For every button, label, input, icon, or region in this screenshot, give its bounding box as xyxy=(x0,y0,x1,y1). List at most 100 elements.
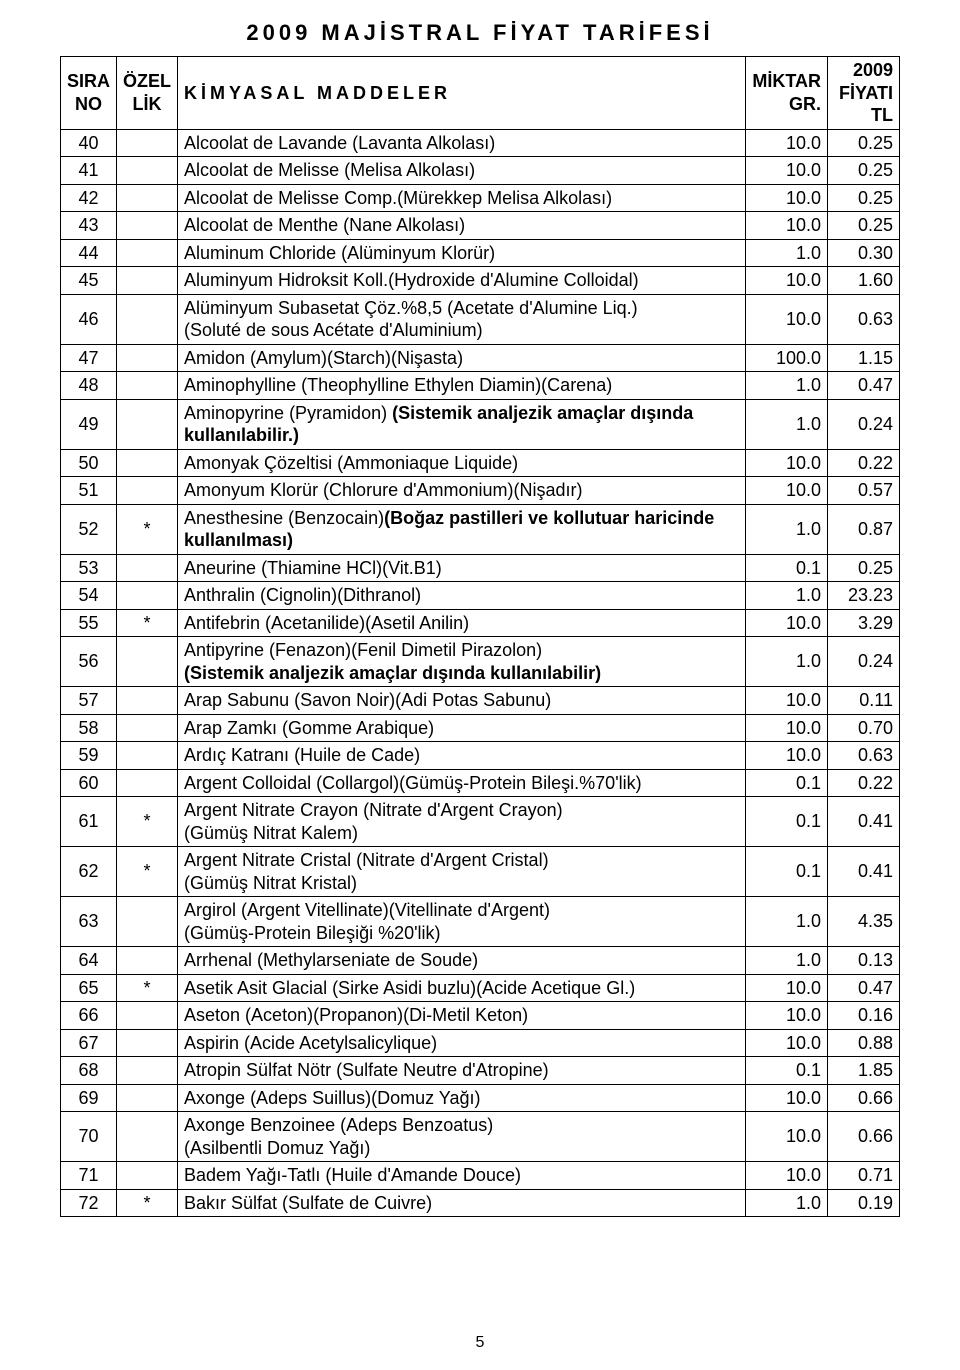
cell-price: 0.25 xyxy=(828,129,900,157)
header-madde: KİMYASAL MADDELER xyxy=(178,57,746,130)
cell-desc: Aspirin (Acide Acetylsalicylique) xyxy=(178,1029,746,1057)
cell-desc: Asetik Asit Glacial (Sirke Asidi buzlu)(… xyxy=(178,974,746,1002)
table-row: 49Aminopyrine (Pyramidon) (Sistemik anal… xyxy=(61,399,900,449)
cell-no: 63 xyxy=(61,897,117,947)
cell-qty: 1.0 xyxy=(746,399,828,449)
cell-no: 53 xyxy=(61,554,117,582)
cell-qty: 0.1 xyxy=(746,797,828,847)
cell-no: 60 xyxy=(61,769,117,797)
cell-price: 0.22 xyxy=(828,769,900,797)
table-row: 62*Argent Nitrate Cristal (Nitrate d'Arg… xyxy=(61,847,900,897)
cell-qty: 10.0 xyxy=(746,742,828,770)
cell-price: 0.71 xyxy=(828,1162,900,1190)
cell-desc: Aluminum Chloride (Alüminyum Klorür) xyxy=(178,239,746,267)
cell-spec xyxy=(117,267,178,295)
cell-price: 0.19 xyxy=(828,1189,900,1217)
cell-spec: * xyxy=(117,504,178,554)
table-header: SIRANO ÖZELLİK KİMYASAL MADDELER MİKTARG… xyxy=(61,57,900,130)
cell-no: 70 xyxy=(61,1112,117,1162)
table-row: 58Arap Zamkı (Gomme Arabique)10.00.70 xyxy=(61,714,900,742)
cell-price: 0.24 xyxy=(828,399,900,449)
cell-price: 0.66 xyxy=(828,1084,900,1112)
table-row: 64Arrhenal (Methylarseniate de Soude)1.0… xyxy=(61,947,900,975)
table-row: 54Anthralin (Cignolin)(Dithranol)1.023.2… xyxy=(61,582,900,610)
table-row: 46Alüminyum Subasetat Çöz.%8,5 (Acetate … xyxy=(61,294,900,344)
cell-desc: Arap Sabunu (Savon Noir)(Adi Potas Sabun… xyxy=(178,687,746,715)
cell-no: 48 xyxy=(61,372,117,400)
cell-desc: Ardıç Katranı (Huile de Cade) xyxy=(178,742,746,770)
cell-desc: Anthralin (Cignolin)(Dithranol) xyxy=(178,582,746,610)
cell-qty: 10.0 xyxy=(746,714,828,742)
cell-desc: Bakır Sülfat (Sulfate de Cuivre) xyxy=(178,1189,746,1217)
cell-no: 68 xyxy=(61,1057,117,1085)
cell-no: 59 xyxy=(61,742,117,770)
cell-desc: Antipyrine (Fenazon)(Fenil Dimetil Piraz… xyxy=(178,637,746,687)
cell-price: 0.13 xyxy=(828,947,900,975)
page-number: 5 xyxy=(0,1334,960,1352)
cell-price: 0.25 xyxy=(828,184,900,212)
cell-no: 51 xyxy=(61,477,117,505)
cell-price: 0.63 xyxy=(828,294,900,344)
cell-spec xyxy=(117,947,178,975)
cell-qty: 10.0 xyxy=(746,157,828,185)
cell-price: 0.11 xyxy=(828,687,900,715)
cell-desc: Anesthesine (Benzocain)(Boğaz pastilleri… xyxy=(178,504,746,554)
cell-qty: 10.0 xyxy=(746,477,828,505)
cell-price: 0.22 xyxy=(828,449,900,477)
table-row: 40Alcoolat de Lavande (Lavanta Alkolası)… xyxy=(61,129,900,157)
cell-no: 40 xyxy=(61,129,117,157)
cell-spec: * xyxy=(117,609,178,637)
cell-no: 43 xyxy=(61,212,117,240)
cell-price: 0.57 xyxy=(828,477,900,505)
cell-spec xyxy=(117,637,178,687)
cell-price: 0.47 xyxy=(828,974,900,1002)
cell-desc: Alcoolat de Menthe (Nane Alkolası) xyxy=(178,212,746,240)
cell-no: 71 xyxy=(61,1162,117,1190)
header-ozellik: ÖZELLİK xyxy=(117,57,178,130)
cell-no: 61 xyxy=(61,797,117,847)
table-row: 42Alcoolat de Melisse Comp.(Mürekkep Mel… xyxy=(61,184,900,212)
cell-desc: Amonyum Klorür (Chlorure d'Ammonium)(Niş… xyxy=(178,477,746,505)
cell-desc: Argent Nitrate Cristal (Nitrate d'Argent… xyxy=(178,847,746,897)
cell-desc: Alcoolat de Melisse Comp.(Mürekkep Melis… xyxy=(178,184,746,212)
cell-qty: 0.1 xyxy=(746,769,828,797)
cell-price: 4.35 xyxy=(828,897,900,947)
cell-qty: 10.0 xyxy=(746,609,828,637)
cell-desc: Axonge Benzoinee (Adeps Benzoatus)(Asilb… xyxy=(178,1112,746,1162)
table-row: 66Aseton (Aceton)(Propanon)(Di-Metil Ket… xyxy=(61,1002,900,1030)
cell-no: 67 xyxy=(61,1029,117,1057)
table-row: 69Axonge (Adeps Suillus)(Domuz Yağı)10.0… xyxy=(61,1084,900,1112)
cell-desc: Arap Zamkı (Gomme Arabique) xyxy=(178,714,746,742)
cell-qty: 1.0 xyxy=(746,897,828,947)
cell-qty: 1.0 xyxy=(746,1189,828,1217)
cell-price: 0.24 xyxy=(828,637,900,687)
table-row: 60Argent Colloidal (Collargol)(Gümüş-Pro… xyxy=(61,769,900,797)
cell-qty: 1.0 xyxy=(746,582,828,610)
cell-no: 55 xyxy=(61,609,117,637)
cell-no: 66 xyxy=(61,1002,117,1030)
cell-spec xyxy=(117,742,178,770)
cell-qty: 10.0 xyxy=(746,449,828,477)
table-row: 68Atropin Sülfat Nötr (Sulfate Neutre d'… xyxy=(61,1057,900,1085)
cell-no: 44 xyxy=(61,239,117,267)
cell-spec: * xyxy=(117,974,178,1002)
cell-spec xyxy=(117,687,178,715)
cell-qty: 1.0 xyxy=(746,947,828,975)
cell-price: 0.41 xyxy=(828,797,900,847)
table-row: 41Alcoolat de Melisse (Melisa Alkolası)1… xyxy=(61,157,900,185)
cell-no: 62 xyxy=(61,847,117,897)
cell-price: 0.87 xyxy=(828,504,900,554)
cell-desc: Amonyak Çözeltisi (Ammoniaque Liquide) xyxy=(178,449,746,477)
table-row: 70 Axonge Benzoinee (Adeps Benzoatus)(Asi… xyxy=(61,1112,900,1162)
cell-spec xyxy=(117,554,178,582)
cell-qty: 1.0 xyxy=(746,637,828,687)
cell-price: 0.16 xyxy=(828,1002,900,1030)
cell-price: 0.41 xyxy=(828,847,900,897)
table-row: 65*Asetik Asit Glacial (Sirke Asidi buzl… xyxy=(61,974,900,1002)
cell-qty: 10.0 xyxy=(746,687,828,715)
cell-qty: 0.1 xyxy=(746,554,828,582)
cell-desc: Axonge (Adeps Suillus)(Domuz Yağı) xyxy=(178,1084,746,1112)
cell-no: 65 xyxy=(61,974,117,1002)
cell-no: 46 xyxy=(61,294,117,344)
cell-price: 0.70 xyxy=(828,714,900,742)
